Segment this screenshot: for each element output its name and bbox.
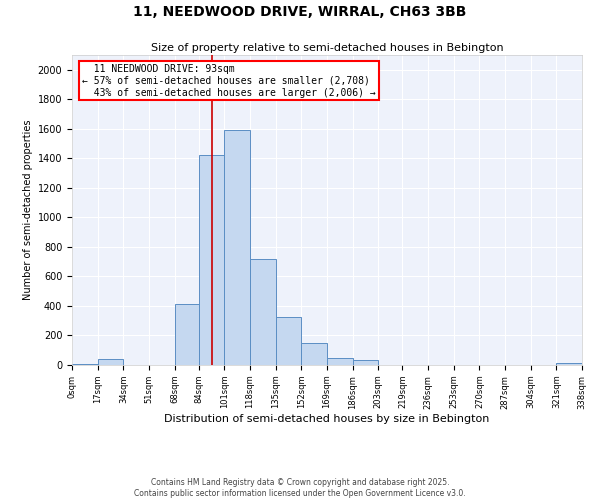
X-axis label: Distribution of semi-detached houses by size in Bebington: Distribution of semi-detached houses by … (164, 414, 490, 424)
Bar (199, 156, 224, 365)
Bar (275, 317, 301, 365)
Title: Size of property relative to semi-detached houses in Bebington: Size of property relative to semi-detach… (151, 43, 503, 53)
Bar (175, 304, 199, 365)
Text: 11, NEEDWOOD DRIVE, WIRRAL, CH63 3BB: 11, NEEDWOOD DRIVE, WIRRAL, CH63 3BB (133, 5, 467, 19)
Bar (353, 360, 379, 365)
Bar (556, 363, 582, 365)
Bar (327, 358, 353, 365)
Y-axis label: Number of semi-detached properties: Number of semi-detached properties (23, 120, 34, 300)
Text: 11 NEEDWOOD DRIVE: 93sqm  
← 57% of semi-detached houses are smaller (2,708)
  4: 11 NEEDWOOD DRIVE: 93sqm ← 57% of semi-d… (82, 64, 376, 98)
Text: Contains HM Land Registry data © Crown copyright and database right 2025.
Contai: Contains HM Land Registry data © Crown c… (134, 478, 466, 498)
Bar (72, 364, 98, 365)
Bar (301, 343, 327, 365)
Bar (250, 258, 275, 365)
Bar (98, 359, 124, 365)
Bar (224, 130, 250, 365)
